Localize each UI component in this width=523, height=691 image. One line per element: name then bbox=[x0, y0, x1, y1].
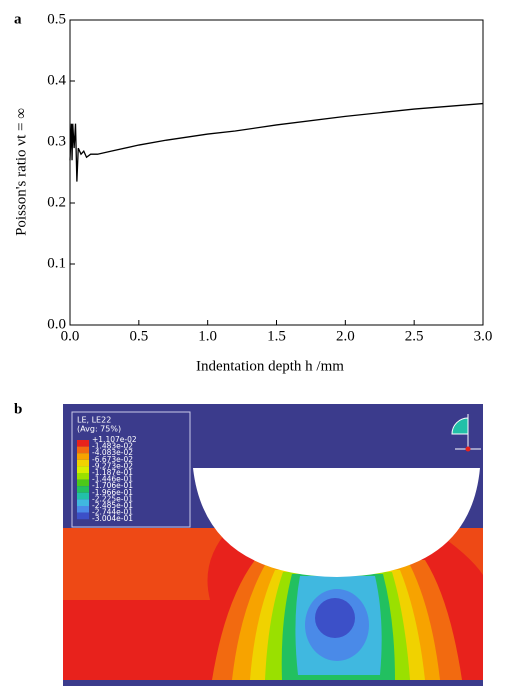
legend-value: -1.483e-02 bbox=[92, 442, 133, 451]
legend-value: -1.187e-01 bbox=[92, 468, 133, 477]
x-tick-label: 0.0 bbox=[61, 328, 80, 344]
legend-swatch bbox=[77, 453, 89, 460]
y-axis-label: Poisson's ratio νt = ∞ bbox=[13, 108, 29, 236]
legend-swatch bbox=[77, 459, 89, 467]
legend-title: LE, LE22 bbox=[77, 416, 111, 425]
legend-value: +1.107e-02 bbox=[92, 435, 137, 444]
axis-triad bbox=[465, 446, 471, 452]
legend-swatch bbox=[77, 479, 89, 487]
legend-swatch bbox=[77, 492, 89, 500]
x-tick-label: 2.5 bbox=[405, 328, 424, 344]
chart: Indentation depth h /mm Poisson's ratio … bbox=[13, 11, 492, 374]
legend-swatch bbox=[77, 440, 89, 447]
legend-value: -1.966e-01 bbox=[92, 488, 133, 497]
y-tick-label: 0.3 bbox=[47, 133, 66, 149]
legend-value: -2.744e-01 bbox=[92, 508, 133, 517]
contour bbox=[315, 598, 355, 638]
y-tick-label: 0.4 bbox=[47, 72, 66, 88]
legend-value: -9.273e-02 bbox=[92, 461, 133, 470]
y-tick-label: 0.0 bbox=[47, 316, 66, 332]
x-tick-label: 3.0 bbox=[474, 328, 493, 344]
indenter bbox=[193, 468, 480, 577]
x-tick-label: 1.0 bbox=[198, 328, 217, 344]
base bbox=[63, 680, 483, 686]
y-tick-label: 0.5 bbox=[47, 11, 66, 27]
legend-swatch bbox=[77, 466, 89, 473]
x-tick-label: 1.5 bbox=[267, 328, 286, 344]
legend-swatch bbox=[77, 512, 89, 520]
legend-value: -6.673e-02 bbox=[92, 455, 133, 464]
legend-value: -1.706e-01 bbox=[92, 481, 133, 490]
legend-value: -3.004e-01 bbox=[92, 514, 133, 523]
legend-box bbox=[71, 411, 191, 528]
panel-label: b bbox=[14, 401, 22, 417]
y-tick-label: 0.2 bbox=[47, 194, 66, 210]
legend-swatch bbox=[77, 506, 89, 513]
legend-value: -2.485e-01 bbox=[92, 501, 133, 510]
legend-swatch bbox=[77, 486, 89, 493]
legend-value: -4.083e-02 bbox=[92, 448, 133, 457]
contour bbox=[430, 528, 483, 575]
line bbox=[69, 102, 484, 182]
legend-title: (Avg: 75%) bbox=[77, 425, 121, 434]
legend-value: -1.446e-01 bbox=[92, 475, 133, 484]
legend-swatch bbox=[77, 473, 89, 480]
legend-swatch bbox=[77, 446, 89, 454]
x-axis-label: Indentation depth h /mm bbox=[196, 358, 344, 374]
y-tick-label: 0.1 bbox=[47, 255, 66, 271]
legend-value: -2.225e-01 bbox=[92, 494, 133, 503]
legend-swatch bbox=[77, 499, 89, 506]
x-tick-label: 2.0 bbox=[336, 328, 355, 344]
x-tick-label: 0.5 bbox=[129, 328, 148, 344]
plot-frame bbox=[69, 19, 484, 326]
contour-image: LE, LE22(Avg: 75%)+1.107e-02-1.483e-02-4… bbox=[63, 404, 483, 686]
panel-label: a bbox=[14, 11, 22, 27]
contour bbox=[63, 528, 230, 600]
